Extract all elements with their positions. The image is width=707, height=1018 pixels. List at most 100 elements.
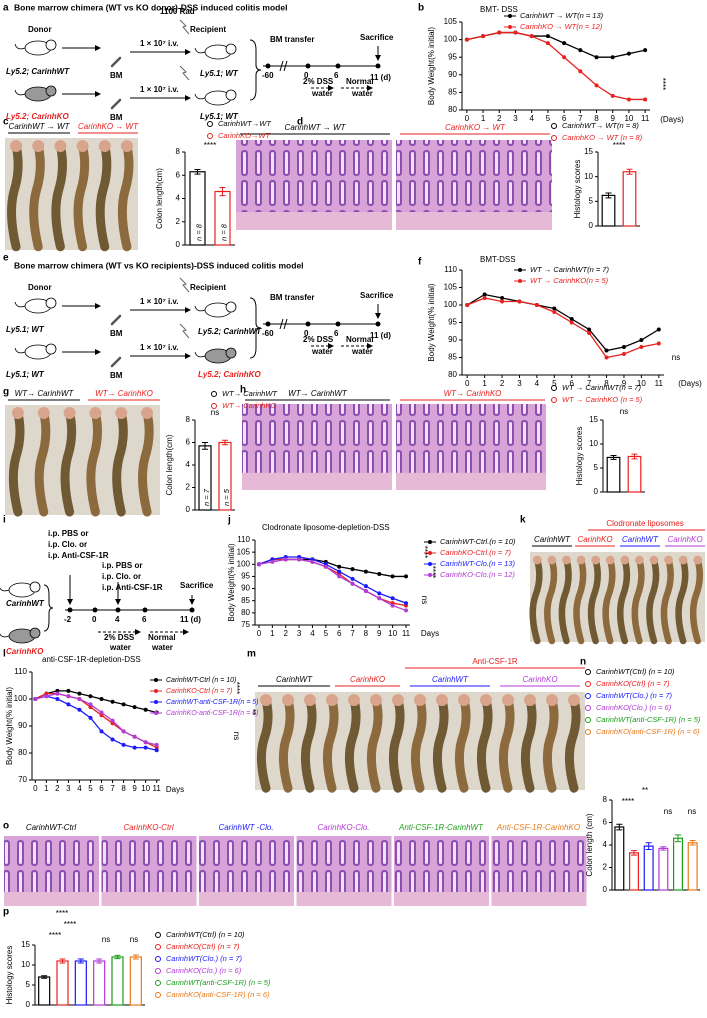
label: Ly5.1; WT	[6, 325, 45, 334]
data-point	[517, 299, 522, 304]
label: i.p. Clo. or	[48, 540, 87, 549]
data-point	[390, 603, 395, 608]
group-label: WT→ CarinhWT	[15, 389, 75, 398]
y-tick-label: 100	[444, 35, 458, 44]
y-tick-label: 6	[603, 818, 608, 827]
colon-tip	[568, 694, 580, 706]
x-axis-label: Days	[421, 629, 439, 638]
legend-marker	[508, 14, 512, 18]
legend-label: CarinhWT-Clo.(n = 13)	[440, 559, 515, 568]
label: CarinhKO	[6, 647, 44, 656]
x-tick-label: 11	[402, 629, 411, 638]
y-tick-label: 90	[448, 70, 457, 79]
significance-label: ****	[232, 682, 241, 694]
y-tick-label: 4	[603, 840, 608, 849]
legend-label: WT → CarinhKO (n = 5)	[562, 395, 643, 404]
bar	[111, 956, 124, 1006]
bone-icon	[110, 98, 122, 110]
x-tick-label: 9	[377, 629, 382, 638]
data-point	[621, 352, 626, 356]
y-tick-label: 10	[21, 960, 30, 969]
label: water	[351, 347, 373, 356]
colon	[117, 141, 134, 252]
colon-tip	[304, 694, 316, 706]
x-tick-label: 1	[482, 379, 487, 388]
legend-label: CarinhKO-Clo.(n = 12)	[440, 570, 515, 579]
data-point	[337, 564, 342, 569]
label: Ly5.1; WT	[200, 69, 239, 78]
error-bar	[114, 954, 121, 960]
data-point	[390, 596, 395, 601]
legend-marker	[428, 562, 432, 566]
label: BM	[110, 371, 123, 380]
y-tick-label: 4	[186, 460, 191, 469]
timepoint	[265, 63, 271, 69]
legend-label: WT→ CarinhWT	[222, 389, 278, 398]
group-label: WT→ CarinhKO	[95, 389, 153, 398]
y-axis-label: Colon length (cm)	[585, 813, 594, 876]
data-line	[466, 31, 646, 58]
group-label: CarinhKO	[522, 675, 557, 684]
histology-muscle	[491, 892, 587, 906]
mouse-icon	[29, 581, 41, 593]
significance-label: **	[642, 786, 648, 795]
y-tick-label: 95	[448, 52, 457, 61]
significance-label: ****	[658, 78, 667, 90]
x-tick-label: 0	[465, 379, 470, 388]
data-point	[77, 697, 82, 701]
data-point	[639, 345, 644, 349]
error-bar	[689, 840, 696, 846]
panel-letter: h	[240, 385, 246, 396]
legend-label: WT → CarinhKO(n = 5)	[530, 276, 609, 285]
significance-label: **	[248, 709, 257, 715]
x-tick-label: 4	[77, 784, 82, 793]
panel-letter: f	[418, 257, 422, 268]
data-point	[390, 574, 395, 579]
legend-label: CarinhKO(anti-CSF-1R) (n = 6)	[596, 727, 700, 736]
data-point	[377, 596, 382, 601]
data-point	[464, 37, 469, 42]
timepoint	[305, 63, 311, 69]
label: Normal	[346, 77, 374, 86]
legend-label: CarinhWT→ WT(n = 8)	[562, 121, 639, 130]
colon	[73, 141, 90, 252]
data-point	[350, 567, 355, 572]
colon	[564, 695, 581, 793]
group-label: CarinhWT	[622, 535, 659, 544]
colon	[256, 695, 273, 793]
significance-label: ****	[420, 546, 429, 558]
bar	[606, 456, 621, 493]
legend-marker	[155, 980, 161, 986]
x-tick-label: 8	[604, 379, 609, 388]
bar	[601, 194, 616, 227]
y-tick-label: 95	[241, 572, 250, 581]
legend-marker	[585, 705, 591, 711]
colon-tip	[141, 407, 154, 419]
legend-marker	[428, 573, 432, 577]
data-point	[154, 742, 159, 747]
colon	[344, 695, 361, 793]
bar	[129, 956, 142, 1006]
colon-tip	[502, 694, 514, 706]
data-point	[363, 589, 368, 593]
error-bar	[96, 958, 103, 964]
mouse-tail	[194, 351, 206, 358]
legend-marker	[551, 385, 557, 391]
y-tick-label: 110	[14, 667, 27, 676]
schematic-title: Bone marrow chimera (WT vs KO recipients…	[14, 260, 304, 270]
label: 6	[334, 329, 339, 338]
data-point	[110, 737, 115, 742]
data-point	[88, 702, 93, 707]
error-bar	[631, 453, 638, 460]
colon-tip	[664, 555, 673, 565]
colon-tip	[76, 140, 89, 152]
group-label: CarinhKO → WT	[445, 123, 506, 132]
bar	[614, 826, 625, 891]
legend-label: CarinhKO→WT	[218, 131, 272, 140]
colon	[410, 695, 427, 793]
data-line	[258, 556, 407, 604]
y-tick-label: 10	[589, 439, 598, 448]
colon-tip	[547, 555, 557, 565]
legend-label: WT→ CarinhKO	[222, 401, 276, 410]
